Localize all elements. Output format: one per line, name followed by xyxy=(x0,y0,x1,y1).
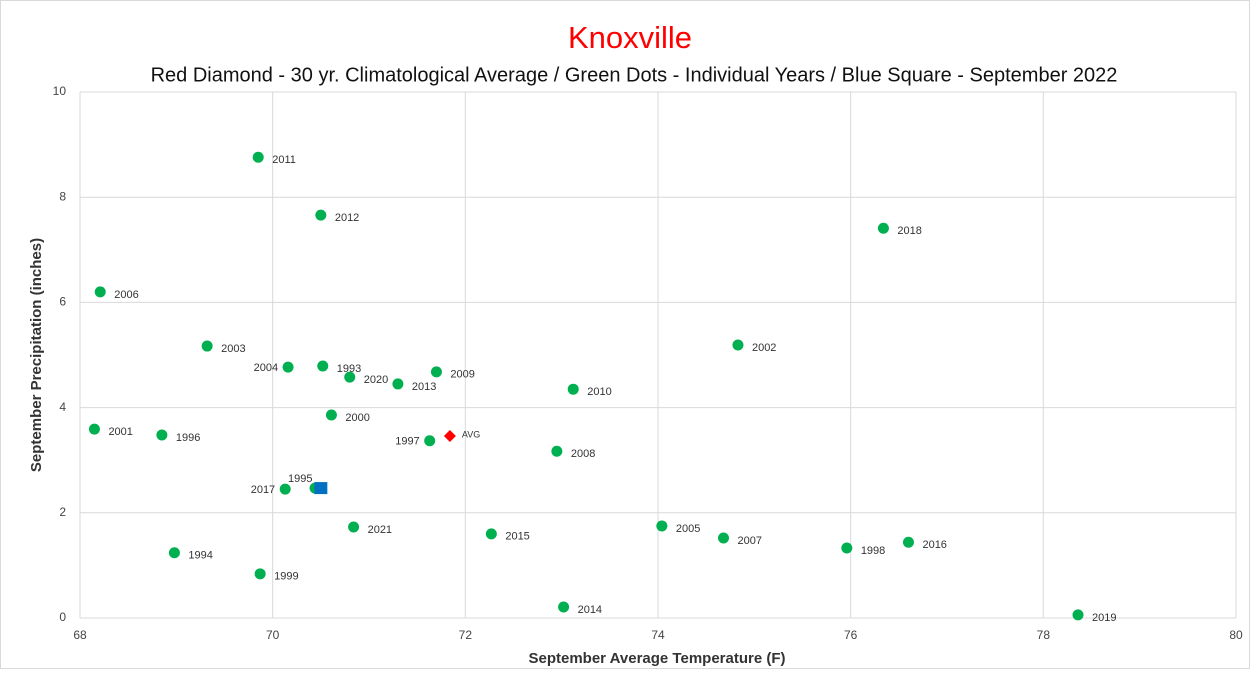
x-tick-label: 72 xyxy=(459,628,473,642)
y-tick-label: 6 xyxy=(59,295,66,309)
x-tick-label: 70 xyxy=(266,628,280,642)
point-label: 2016 xyxy=(922,539,946,551)
point-label: AVG xyxy=(462,429,480,439)
point-label: 2003 xyxy=(221,343,245,355)
data-point xyxy=(282,361,294,373)
data-point xyxy=(201,340,213,352)
point-label: 2009 xyxy=(450,369,474,381)
data-point xyxy=(344,371,356,383)
point-label: 1993 xyxy=(337,363,361,375)
point-label: 2002 xyxy=(752,342,776,354)
point-label: 1998 xyxy=(861,545,885,557)
point-label: 2020 xyxy=(364,374,388,386)
data-point xyxy=(485,528,497,540)
data-point xyxy=(718,532,730,544)
current-point xyxy=(314,482,328,495)
avg-point xyxy=(443,430,456,443)
data-point xyxy=(558,601,570,613)
point-label: 2021 xyxy=(368,524,392,536)
data-point xyxy=(430,366,442,378)
y-tick-label: 10 xyxy=(53,84,67,98)
data-point xyxy=(567,383,579,395)
x-tick-label: 74 xyxy=(651,628,665,642)
point-label: 2001 xyxy=(108,426,132,438)
x-tick-label: 68 xyxy=(73,628,87,642)
point-label: 2017 xyxy=(251,484,275,496)
y-tick-label: 8 xyxy=(59,189,66,203)
point-label: 2000 xyxy=(345,412,369,424)
data-point xyxy=(315,209,327,221)
data-point xyxy=(902,536,914,548)
x-tick-label: 78 xyxy=(1037,628,1051,642)
point-label: 2018 xyxy=(897,225,921,237)
chart-title: Knoxville xyxy=(568,20,692,55)
data-point xyxy=(156,429,168,441)
point-label: 2011 xyxy=(272,154,296,166)
point-label: 2015 xyxy=(505,531,529,543)
data-point xyxy=(348,521,360,533)
point-label: 2019 xyxy=(1092,612,1116,624)
data-point xyxy=(94,286,106,298)
y-tick-label: 2 xyxy=(59,505,66,519)
data-point xyxy=(325,409,337,421)
point-label: 1994 xyxy=(188,550,212,562)
data-point xyxy=(841,542,853,554)
data-point xyxy=(551,445,563,457)
data-point xyxy=(254,568,266,580)
data-point xyxy=(1072,609,1084,621)
x-axis-label: September Average Temperature (F) xyxy=(528,650,785,667)
data-point xyxy=(732,339,744,351)
data-point xyxy=(424,435,436,447)
point-label: 2007 xyxy=(738,535,762,547)
point-label: 2010 xyxy=(587,386,611,398)
data-point xyxy=(877,222,889,234)
y-tick-label: 4 xyxy=(59,400,66,414)
chart-subtitle: Red Diamond - 30 yr. Climatological Aver… xyxy=(151,64,1118,86)
point-label: 2005 xyxy=(676,523,700,535)
point-label: 2012 xyxy=(335,212,359,224)
data-point xyxy=(88,423,100,435)
point-label: 1995 xyxy=(288,473,312,485)
point-label: 1999 xyxy=(274,571,298,583)
point-label: 1996 xyxy=(176,432,200,444)
data-point xyxy=(252,151,264,163)
x-tick-label: 76 xyxy=(844,628,858,642)
point-label: 1997 xyxy=(395,436,419,448)
data-point xyxy=(392,378,404,390)
point-label: 2006 xyxy=(114,289,138,301)
point-label: 2008 xyxy=(571,448,595,460)
data-point xyxy=(168,547,180,559)
data-point xyxy=(279,483,291,495)
y-tick-label: 0 xyxy=(59,610,66,624)
point-label: 2013 xyxy=(412,381,436,393)
x-tick-label: 80 xyxy=(1229,628,1243,642)
point-label: 2004 xyxy=(254,362,278,374)
data-point xyxy=(656,520,668,532)
data-point xyxy=(317,360,329,372)
point-label: 2014 xyxy=(578,604,602,616)
y-axis-label: September Precipitation (inches) xyxy=(28,238,45,472)
